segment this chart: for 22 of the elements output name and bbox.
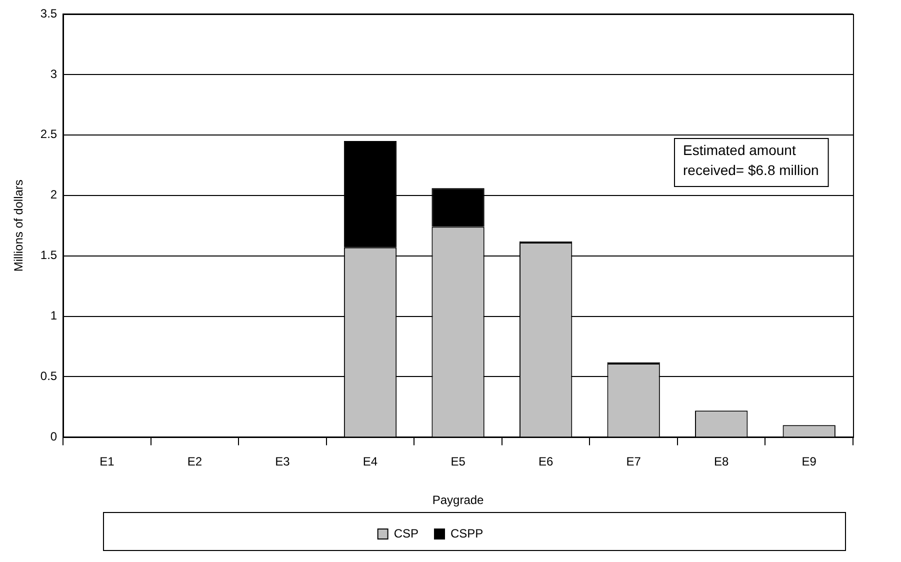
y-tick-label: 0.5 [40,369,58,384]
legend-label: CSPP [450,526,484,540]
legend-label: CSP [394,526,419,540]
x-tick-label: E7 [626,454,642,469]
y-tick-label: 3 [50,66,58,81]
x-tick-label: E2 [187,454,202,469]
y-tick-label: 3.5 [40,6,58,20]
y-tick-label: 1.5 [40,248,58,262]
x-tick-label: E1 [100,454,115,469]
x-tick-label: E5 [450,454,466,469]
x-tick-label: E6 [538,454,554,469]
y-tick-label: 1 [50,308,58,323]
x-tick-label: E9 [802,454,817,469]
x-tick-label: E4 [362,454,378,469]
y-tick-label: 2.5 [40,127,58,142]
y-tick-label: 0 [50,430,58,444]
y-tick-label: 2 [50,188,58,202]
annotation: Estimated amount received= $6.8 million [683,142,819,178]
x-axis-title: Paygrade [432,493,484,508]
x-tick-label: E8 [714,454,730,469]
x-tick-label: E3 [275,454,290,469]
y-axis-title: Millions of dollars [12,180,26,272]
